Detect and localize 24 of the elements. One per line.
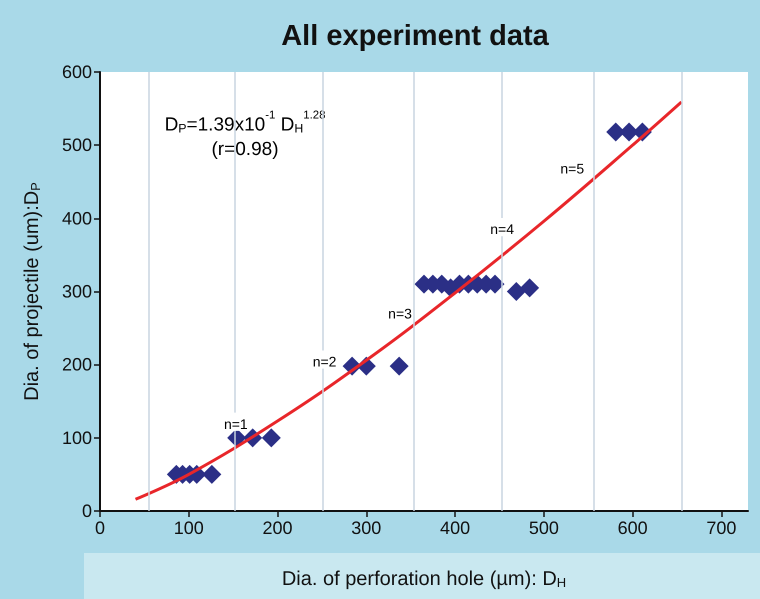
x-tick-label: 100 xyxy=(174,518,204,538)
x-tick-label: 500 xyxy=(528,518,559,538)
y-tick-label: 200 xyxy=(62,354,92,375)
chart-title: All experiment data xyxy=(281,20,550,52)
x-tick-label: 400 xyxy=(440,518,470,538)
y-tick-label: 300 xyxy=(62,282,92,302)
x-axis-title: Dia. of perforation hole (µm): DH xyxy=(282,568,566,590)
y-tick-label: 400 xyxy=(62,208,92,228)
x-tick-label: 200 xyxy=(262,518,293,538)
x-tick-label: 600 xyxy=(618,518,648,538)
x-tick-label: 300 xyxy=(351,518,382,538)
annotation: n=2 xyxy=(312,354,337,370)
annotation: n=5 xyxy=(560,160,584,176)
y-tick-label: 500 xyxy=(62,135,92,156)
annotation: n=1 xyxy=(224,416,248,432)
x-tick-label: 0 xyxy=(94,518,106,538)
x-tick-label: 700 xyxy=(706,518,736,538)
y-tick-label: 100 xyxy=(62,428,92,448)
y-tick-label: 600 xyxy=(62,62,92,82)
annotation: (r=0.98) xyxy=(211,139,279,160)
annotation: n=3 xyxy=(388,305,412,322)
y-axis-title: Dia. of projectile (um):DP xyxy=(21,182,43,401)
y-tick-label: 0 xyxy=(82,501,92,521)
annotation: n=4 xyxy=(490,221,514,238)
